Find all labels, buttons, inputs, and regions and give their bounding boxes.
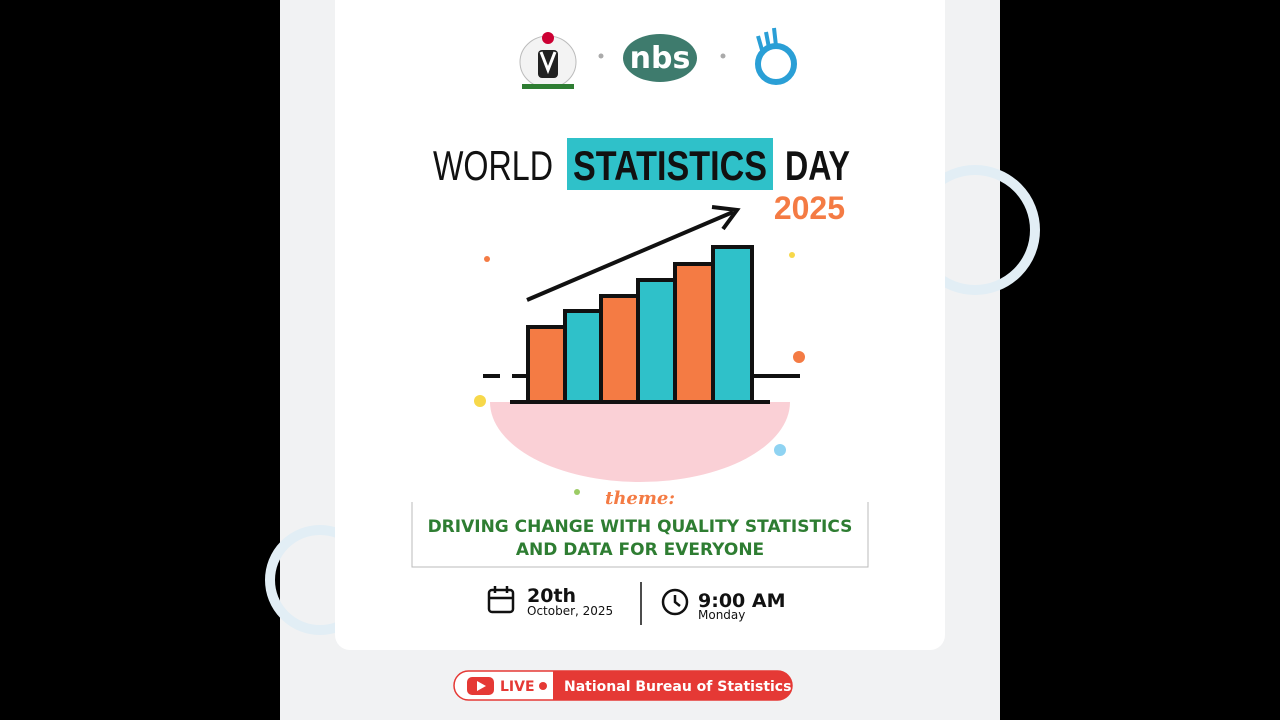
confetti [474, 395, 486, 407]
live-dot [539, 682, 547, 690]
live-label: LIVE [500, 679, 535, 695]
confetti [793, 351, 805, 363]
theme-line: DRIVING CHANGE WITH QUALITY STATISTICS [428, 517, 853, 537]
title-highlight-bg [567, 138, 773, 190]
date-day: 20th [527, 585, 576, 607]
confetti [774, 444, 786, 456]
nbs-logo-text: nbs [630, 41, 691, 76]
time: 9:00 AM [698, 590, 786, 612]
calendar-icon [487, 586, 515, 614]
title-word: WORLD [433, 142, 553, 189]
channel-pill [553, 671, 792, 700]
dot [598, 53, 604, 59]
confetti [789, 252, 795, 258]
weekday: Monday [698, 608, 745, 622]
dot [720, 53, 726, 59]
nbs-logo [623, 34, 697, 82]
clock-icon [661, 588, 689, 616]
channel-name: National Bureau of Statistics [564, 679, 791, 695]
data-logo [755, 27, 797, 85]
youtube-play [477, 681, 486, 691]
title-highlight: STATISTICS [573, 142, 767, 189]
illustration [483, 205, 800, 482]
theme-label: theme: [605, 488, 675, 509]
title-year: 2025 [774, 190, 845, 226]
theme-line: AND DATA FOR EVERYONE [516, 540, 764, 560]
confetti [484, 256, 490, 262]
date-month: October, 2025 [527, 604, 613, 618]
confetti [574, 489, 580, 495]
coat-of-arms [519, 32, 577, 89]
title-word: DAY [785, 142, 850, 189]
theme-frame [411, 502, 869, 568]
